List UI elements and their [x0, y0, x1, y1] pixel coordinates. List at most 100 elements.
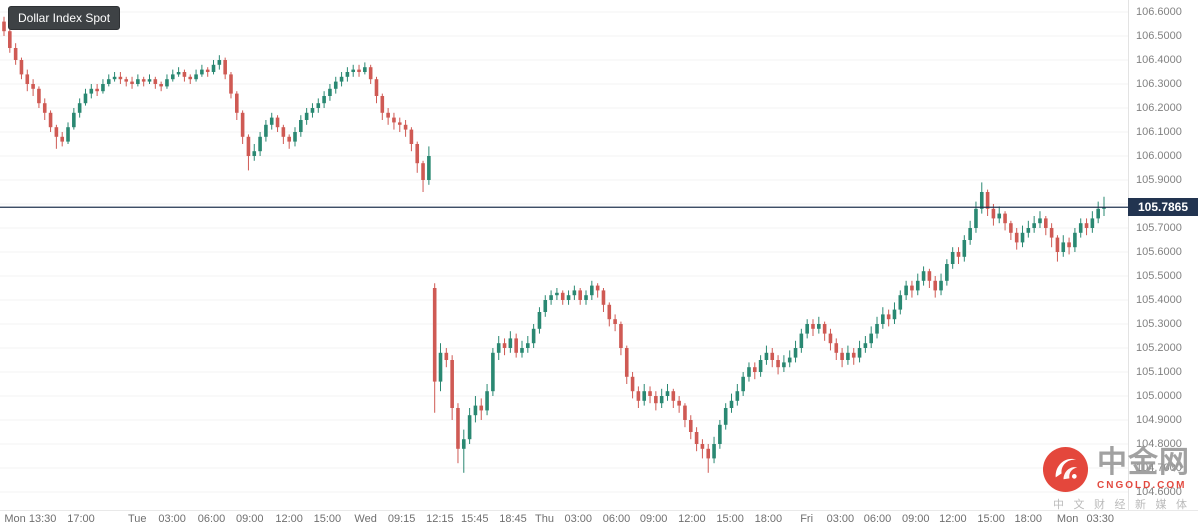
candle-body	[496, 343, 501, 353]
candle-body	[194, 74, 198, 80]
time-axis[interactable]: Mon 13:30 17:00 Tue 03:00 06:00 09:00 12:00 15:…	[0, 510, 1198, 527]
candle-body	[613, 319, 617, 324]
candle-body	[915, 280, 920, 291]
candle-body	[921, 271, 926, 281]
candle-body	[974, 208, 978, 228]
candle-body	[578, 290, 582, 300]
chart-plot-area[interactable]	[0, 0, 1128, 510]
candle-body	[607, 304, 612, 320]
watermark-brand: 中金网	[1097, 445, 1190, 480]
time-tick-label: 03:00	[158, 513, 186, 525]
price-tick-label: 105.7000	[1136, 222, 1182, 234]
candle-body	[60, 136, 65, 142]
candle-body	[747, 367, 751, 377]
symbol-badge-label: Dollar Index Spot	[18, 11, 111, 25]
time-tick-label: 09:00	[639, 513, 668, 525]
candle-body	[758, 360, 763, 372]
candle-body	[415, 144, 420, 164]
time-tick-label: 17:00	[67, 513, 95, 525]
candle-body	[776, 360, 780, 368]
time-tick-label: 09:00	[235, 513, 264, 525]
candle-body	[520, 348, 524, 353]
price-tick-label: 106.3000	[1136, 78, 1182, 90]
candle-body	[956, 252, 961, 257]
candle-body	[531, 328, 536, 344]
candle-body	[1078, 223, 1083, 233]
candle-body	[264, 124, 268, 137]
candle-body	[898, 295, 903, 310]
time-tick-label: 15:00	[716, 513, 744, 525]
candle-body	[200, 69, 204, 75]
price-tick-label: 104.7000	[1136, 462, 1182, 474]
candle-body	[851, 352, 856, 358]
price-tick-label: 106.2000	[1136, 102, 1182, 114]
price-tick-label: 106.1000	[1136, 126, 1182, 138]
price-tick-label: 104.8000	[1136, 438, 1182, 450]
price-axis[interactable]: 106.6000 106.5000 106.4000 106.3000 106.2000…	[1128, 0, 1198, 510]
candle-body	[54, 127, 59, 137]
candle-body	[863, 343, 868, 348]
candle-body	[170, 74, 175, 80]
candle-body	[235, 93, 239, 113]
candle-body	[328, 88, 332, 96]
time-tick-label: Thu	[535, 513, 554, 525]
candle-body	[939, 280, 943, 291]
cngold-logo-icon	[1042, 446, 1089, 493]
time-tick-label: Wed	[354, 513, 377, 525]
candle-body	[584, 295, 588, 300]
candle-body	[322, 96, 326, 104]
candle-body	[31, 84, 35, 89]
candle-body	[828, 333, 833, 344]
price-tick-label: 105.9000	[1136, 174, 1182, 186]
candle-body	[1043, 218, 1048, 228]
candle-body	[927, 271, 932, 281]
price-tick-label: 106.6000	[1136, 6, 1182, 18]
candle-body	[1067, 242, 1071, 248]
candle-body	[240, 112, 245, 137]
candle-body	[461, 439, 466, 449]
candle-body	[770, 352, 775, 360]
candle-body	[543, 300, 548, 312]
candle-body	[502, 343, 507, 348]
candle-body	[875, 324, 879, 334]
price-tick-label: 104.6000	[1136, 486, 1182, 498]
candle-body	[945, 264, 949, 281]
candle-body	[25, 74, 30, 84]
symbol-badge[interactable]: Dollar Index Spot	[8, 6, 121, 30]
candle-body	[549, 295, 553, 300]
candle-body	[287, 136, 291, 142]
candle-body	[683, 405, 687, 420]
candle-body	[822, 324, 827, 334]
candle-body	[805, 324, 809, 334]
candle-body	[817, 324, 821, 329]
candle-body	[485, 391, 489, 411]
candle-body	[968, 228, 972, 240]
candlestick-chart[interactable]	[0, 0, 1128, 510]
candle-body	[8, 31, 12, 48]
candle-body	[1020, 232, 1025, 243]
candle-body	[357, 69, 361, 72]
price-tick-label: 105.2000	[1136, 342, 1182, 354]
candle-body	[333, 81, 338, 89]
candle-body	[368, 67, 373, 80]
candle-body	[473, 405, 478, 416]
candle-body	[636, 391, 641, 401]
candle-body	[1055, 237, 1060, 252]
candle-body	[933, 280, 938, 291]
candle-body	[706, 448, 711, 459]
candle-body	[619, 324, 623, 348]
candle-body	[432, 288, 437, 382]
candle-body	[735, 391, 740, 401]
candle-body	[211, 64, 216, 72]
candle-body	[1084, 223, 1089, 228]
time-tick-label: 12:15	[426, 513, 454, 525]
candle-body	[176, 72, 181, 75]
candle-body	[165, 79, 169, 87]
price-tick-label: 105.6000	[1136, 246, 1182, 258]
time-tick-label: 18:00	[754, 513, 783, 525]
candle-body	[223, 60, 227, 75]
candle-body	[101, 84, 105, 92]
candle-body	[752, 367, 757, 372]
candle-body	[95, 88, 99, 92]
